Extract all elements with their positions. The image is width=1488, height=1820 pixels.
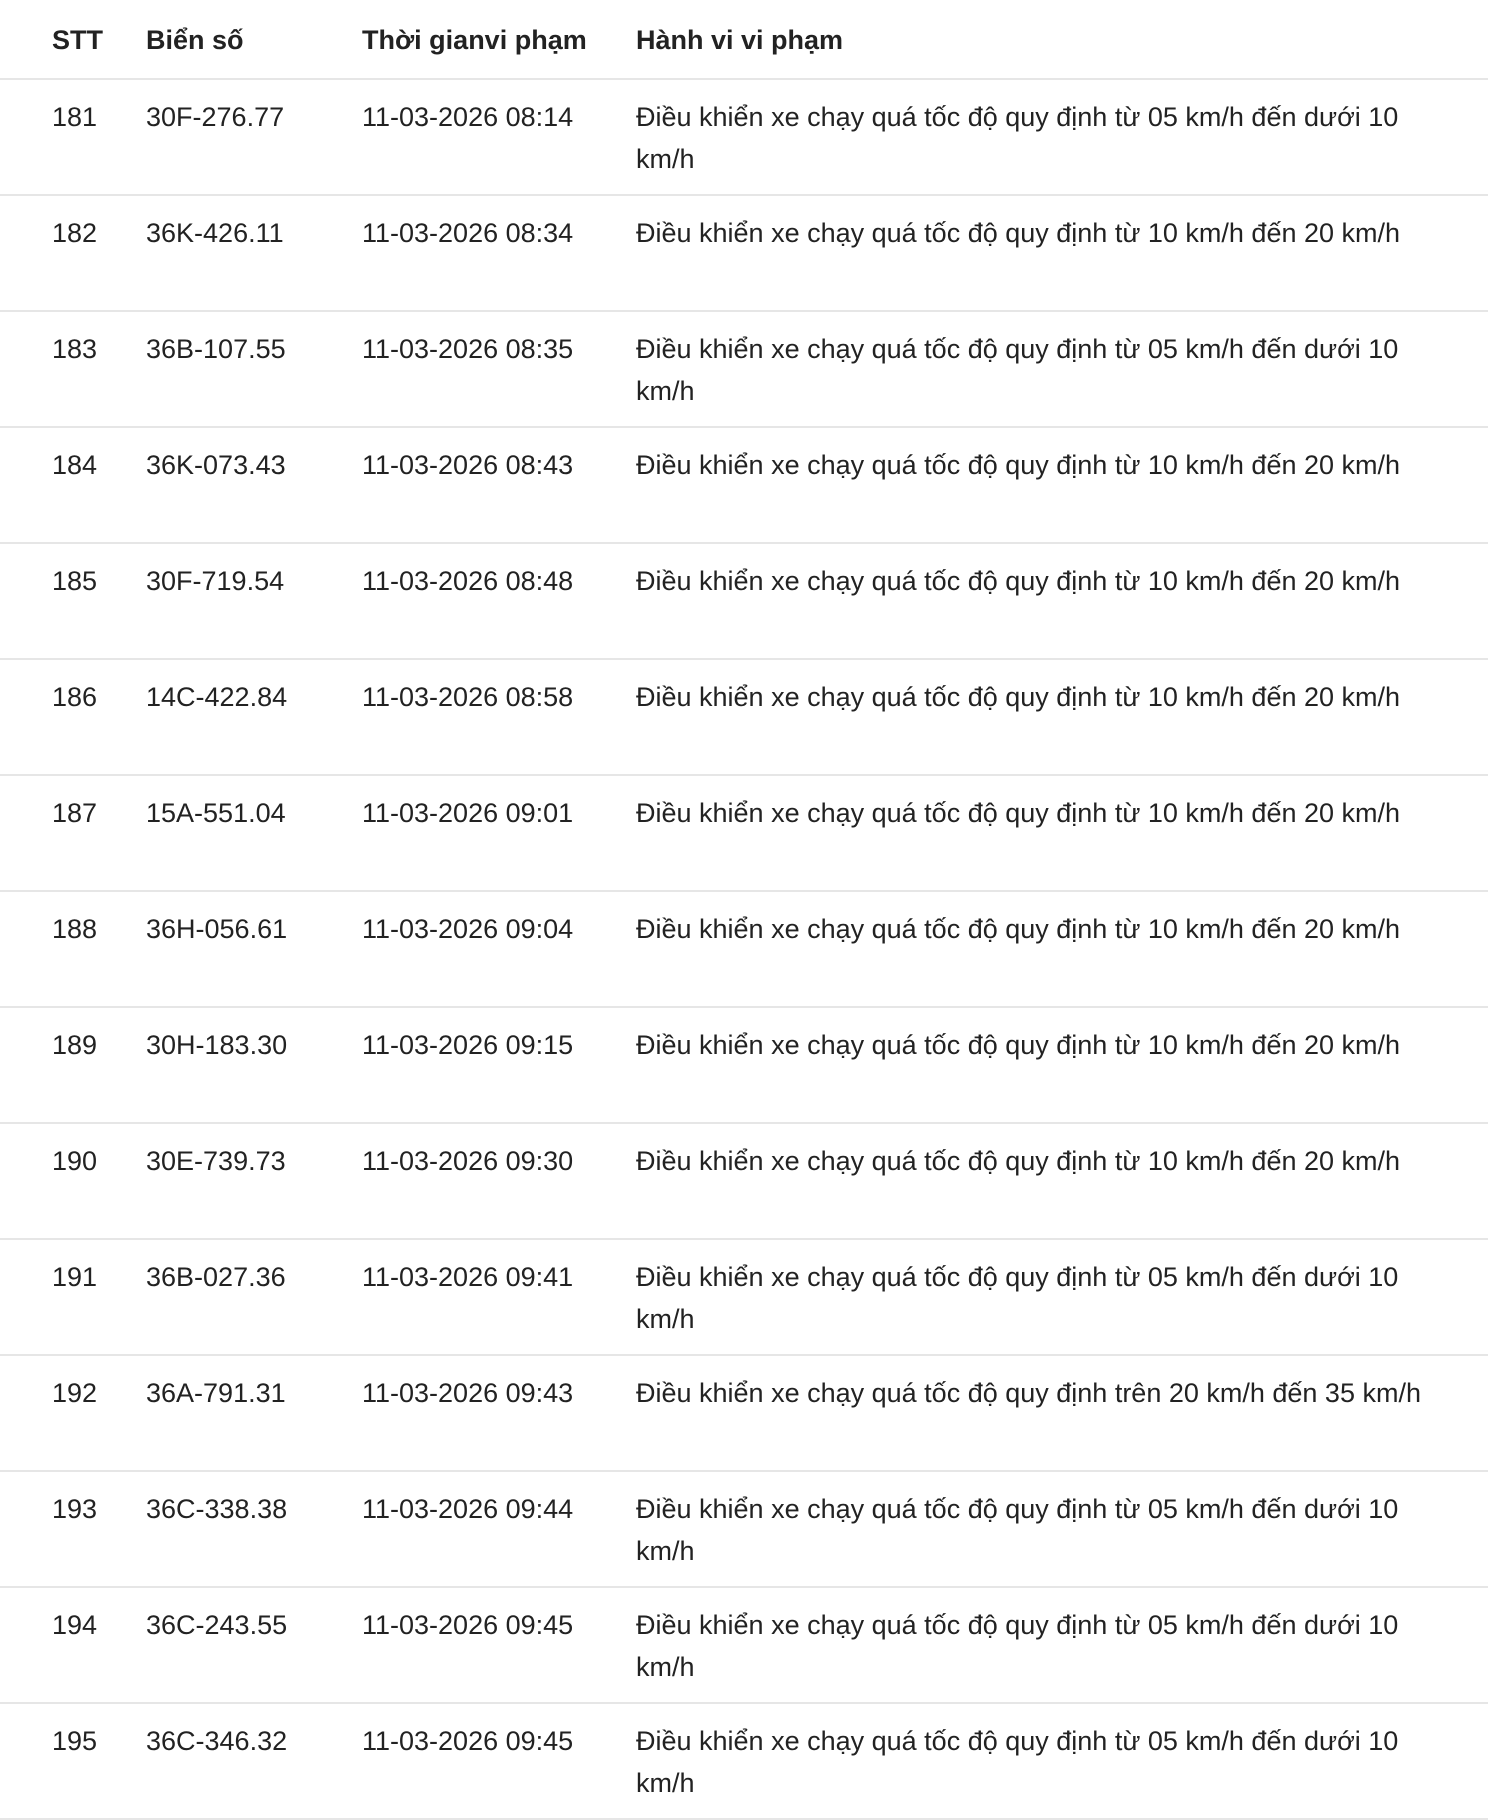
column-header: Thời gianvi phạm [362,0,636,80]
table-row: 186 14C-422.84 11-03-2026 08:58 Điều khiển … [0,659,1488,776]
violation: Điều khiển xe chạy quá tốc độ quy định t… [636,311,1488,428]
row-number: 190 [0,1123,146,1240]
table-row: 193 36C-338.38 11-03-2026 09:44 Điều khiển … [0,1471,1488,1588]
time: 11-03-2026 09:45 [362,1703,636,1820]
table-body: 181 30F-276.77 11-03-2026 08:14 Điều khiển … [0,79,1488,1820]
row-number: 181 [0,79,146,196]
table-row: 189 30H-183.30 11-03-2026 09:15 Điều khiển … [0,1007,1488,1124]
time: 11-03-2026 09:45 [362,1587,636,1704]
column-header: Hành vi vi phạm [636,0,1488,80]
plate: 36B-027.36 [146,1239,362,1356]
time: 11-03-2026 09:15 [362,1007,636,1124]
plate: 36C-338.38 [146,1471,362,1588]
row-number: 189 [0,1007,146,1124]
table-head: STT Biển số Thời gianvi phạm Hành vi vi phạ… [0,0,1488,80]
violation: Điều khiển xe chạy quá tốc độ quy định t… [636,1007,1488,1124]
table-row: 185 30F-719.54 11-03-2026 08:48 Điều khiển … [0,543,1488,660]
plate: 36C-243.55 [146,1587,362,1704]
plate: 30F-276.77 [146,79,362,196]
violation: Điều khiển xe chạy quá tốc độ quy định t… [636,1587,1488,1704]
row-number: 195 [0,1703,146,1820]
plate: 36B-107.55 [146,311,362,428]
row-number: 191 [0,1239,146,1356]
table-row: 182 36K-426.11 11-03-2026 08:34 Điều khiển … [0,195,1488,312]
violation: Điều khiển xe chạy quá tốc độ quy định t… [636,1355,1488,1472]
table-row: 181 30F-276.77 11-03-2026 08:14 Điều khiển … [0,79,1488,196]
time: 11-03-2026 08:14 [362,79,636,196]
time: 11-03-2026 08:48 [362,543,636,660]
header-row: STT Biển số Thời gianvi phạm Hành vi vi phạ… [0,0,1488,80]
violation: Điều khiển xe chạy quá tốc độ quy định t… [636,1703,1488,1820]
time: 11-03-2026 08:58 [362,659,636,776]
table-row: 195 36C-346.32 11-03-2026 09:45 Điều khiển … [0,1703,1488,1820]
time: 11-03-2026 08:35 [362,311,636,428]
violation: Điều khiển xe chạy quá tốc độ quy định t… [636,891,1488,1008]
violation: Điều khiển xe chạy quá tốc độ quy định t… [636,1239,1488,1356]
violation: Điều khiển xe chạy quá tốc độ quy định t… [636,659,1488,776]
plate: 36A-791.31 [146,1355,362,1472]
column-header: STT [0,0,146,80]
plate: 30E-739.73 [146,1123,362,1240]
row-number: 185 [0,543,146,660]
table-row: 190 30E-739.73 11-03-2026 09:30 Điều khiển … [0,1123,1488,1240]
violation: Điều khiển xe chạy quá tốc độ quy định t… [636,79,1488,196]
plate: 30H-183.30 [146,1007,362,1124]
plate: 36K-073.43 [146,427,362,544]
table-row: 183 36B-107.55 11-03-2026 08:35 Điều khiển … [0,311,1488,428]
row-number: 186 [0,659,146,776]
table-row: 184 36K-073.43 11-03-2026 08:43 Điều khiển … [0,427,1488,544]
table-row: 192 36A-791.31 11-03-2026 09:43 Điều khiển … [0,1355,1488,1472]
time: 11-03-2026 09:41 [362,1239,636,1356]
row-number: 184 [0,427,146,544]
row-number: 182 [0,195,146,312]
row-number: 193 [0,1471,146,1588]
table-row: 194 36C-243.55 11-03-2026 09:45 Điều khiển … [0,1587,1488,1704]
violation: Điều khiển xe chạy quá tốc độ quy định t… [636,427,1488,544]
table-row: 188 36H-056.61 11-03-2026 09:04 Điều khiển … [0,891,1488,1008]
violation: Điều khiển xe chạy quá tốc độ quy định t… [636,1471,1488,1588]
time: 11-03-2026 09:04 [362,891,636,1008]
plate: 36C-346.32 [146,1703,362,1820]
row-number: 188 [0,891,146,1008]
table-row: 191 36B-027.36 11-03-2026 09:41 Điều khiển … [0,1239,1488,1356]
plate: 36H-056.61 [146,891,362,1008]
violation: Điều khiển xe chạy quá tốc độ quy định t… [636,775,1488,892]
row-number: 192 [0,1355,146,1472]
time: 11-03-2026 08:34 [362,195,636,312]
plate: 14C-422.84 [146,659,362,776]
table-row: 187 15A-551.04 11-03-2026 09:01 Điều khiển … [0,775,1488,892]
time: 11-03-2026 09:01 [362,775,636,892]
row-number: 194 [0,1587,146,1704]
plate: 15A-551.04 [146,775,362,892]
row-number: 187 [0,775,146,892]
violation: Điều khiển xe chạy quá tốc độ quy định t… [636,543,1488,660]
violation: Điều khiển xe chạy quá tốc độ quy định t… [636,1123,1488,1240]
time: 11-03-2026 08:43 [362,427,636,544]
time: 11-03-2026 09:30 [362,1123,636,1240]
time: 11-03-2026 09:44 [362,1471,636,1588]
violation: Điều khiển xe chạy quá tốc độ quy định t… [636,195,1488,312]
column-header: Biển số [146,0,362,80]
plate: 30F-719.54 [146,543,362,660]
time: 11-03-2026 09:43 [362,1355,636,1472]
plate: 36K-426.11 [146,195,362,312]
row-number: 183 [0,311,146,428]
